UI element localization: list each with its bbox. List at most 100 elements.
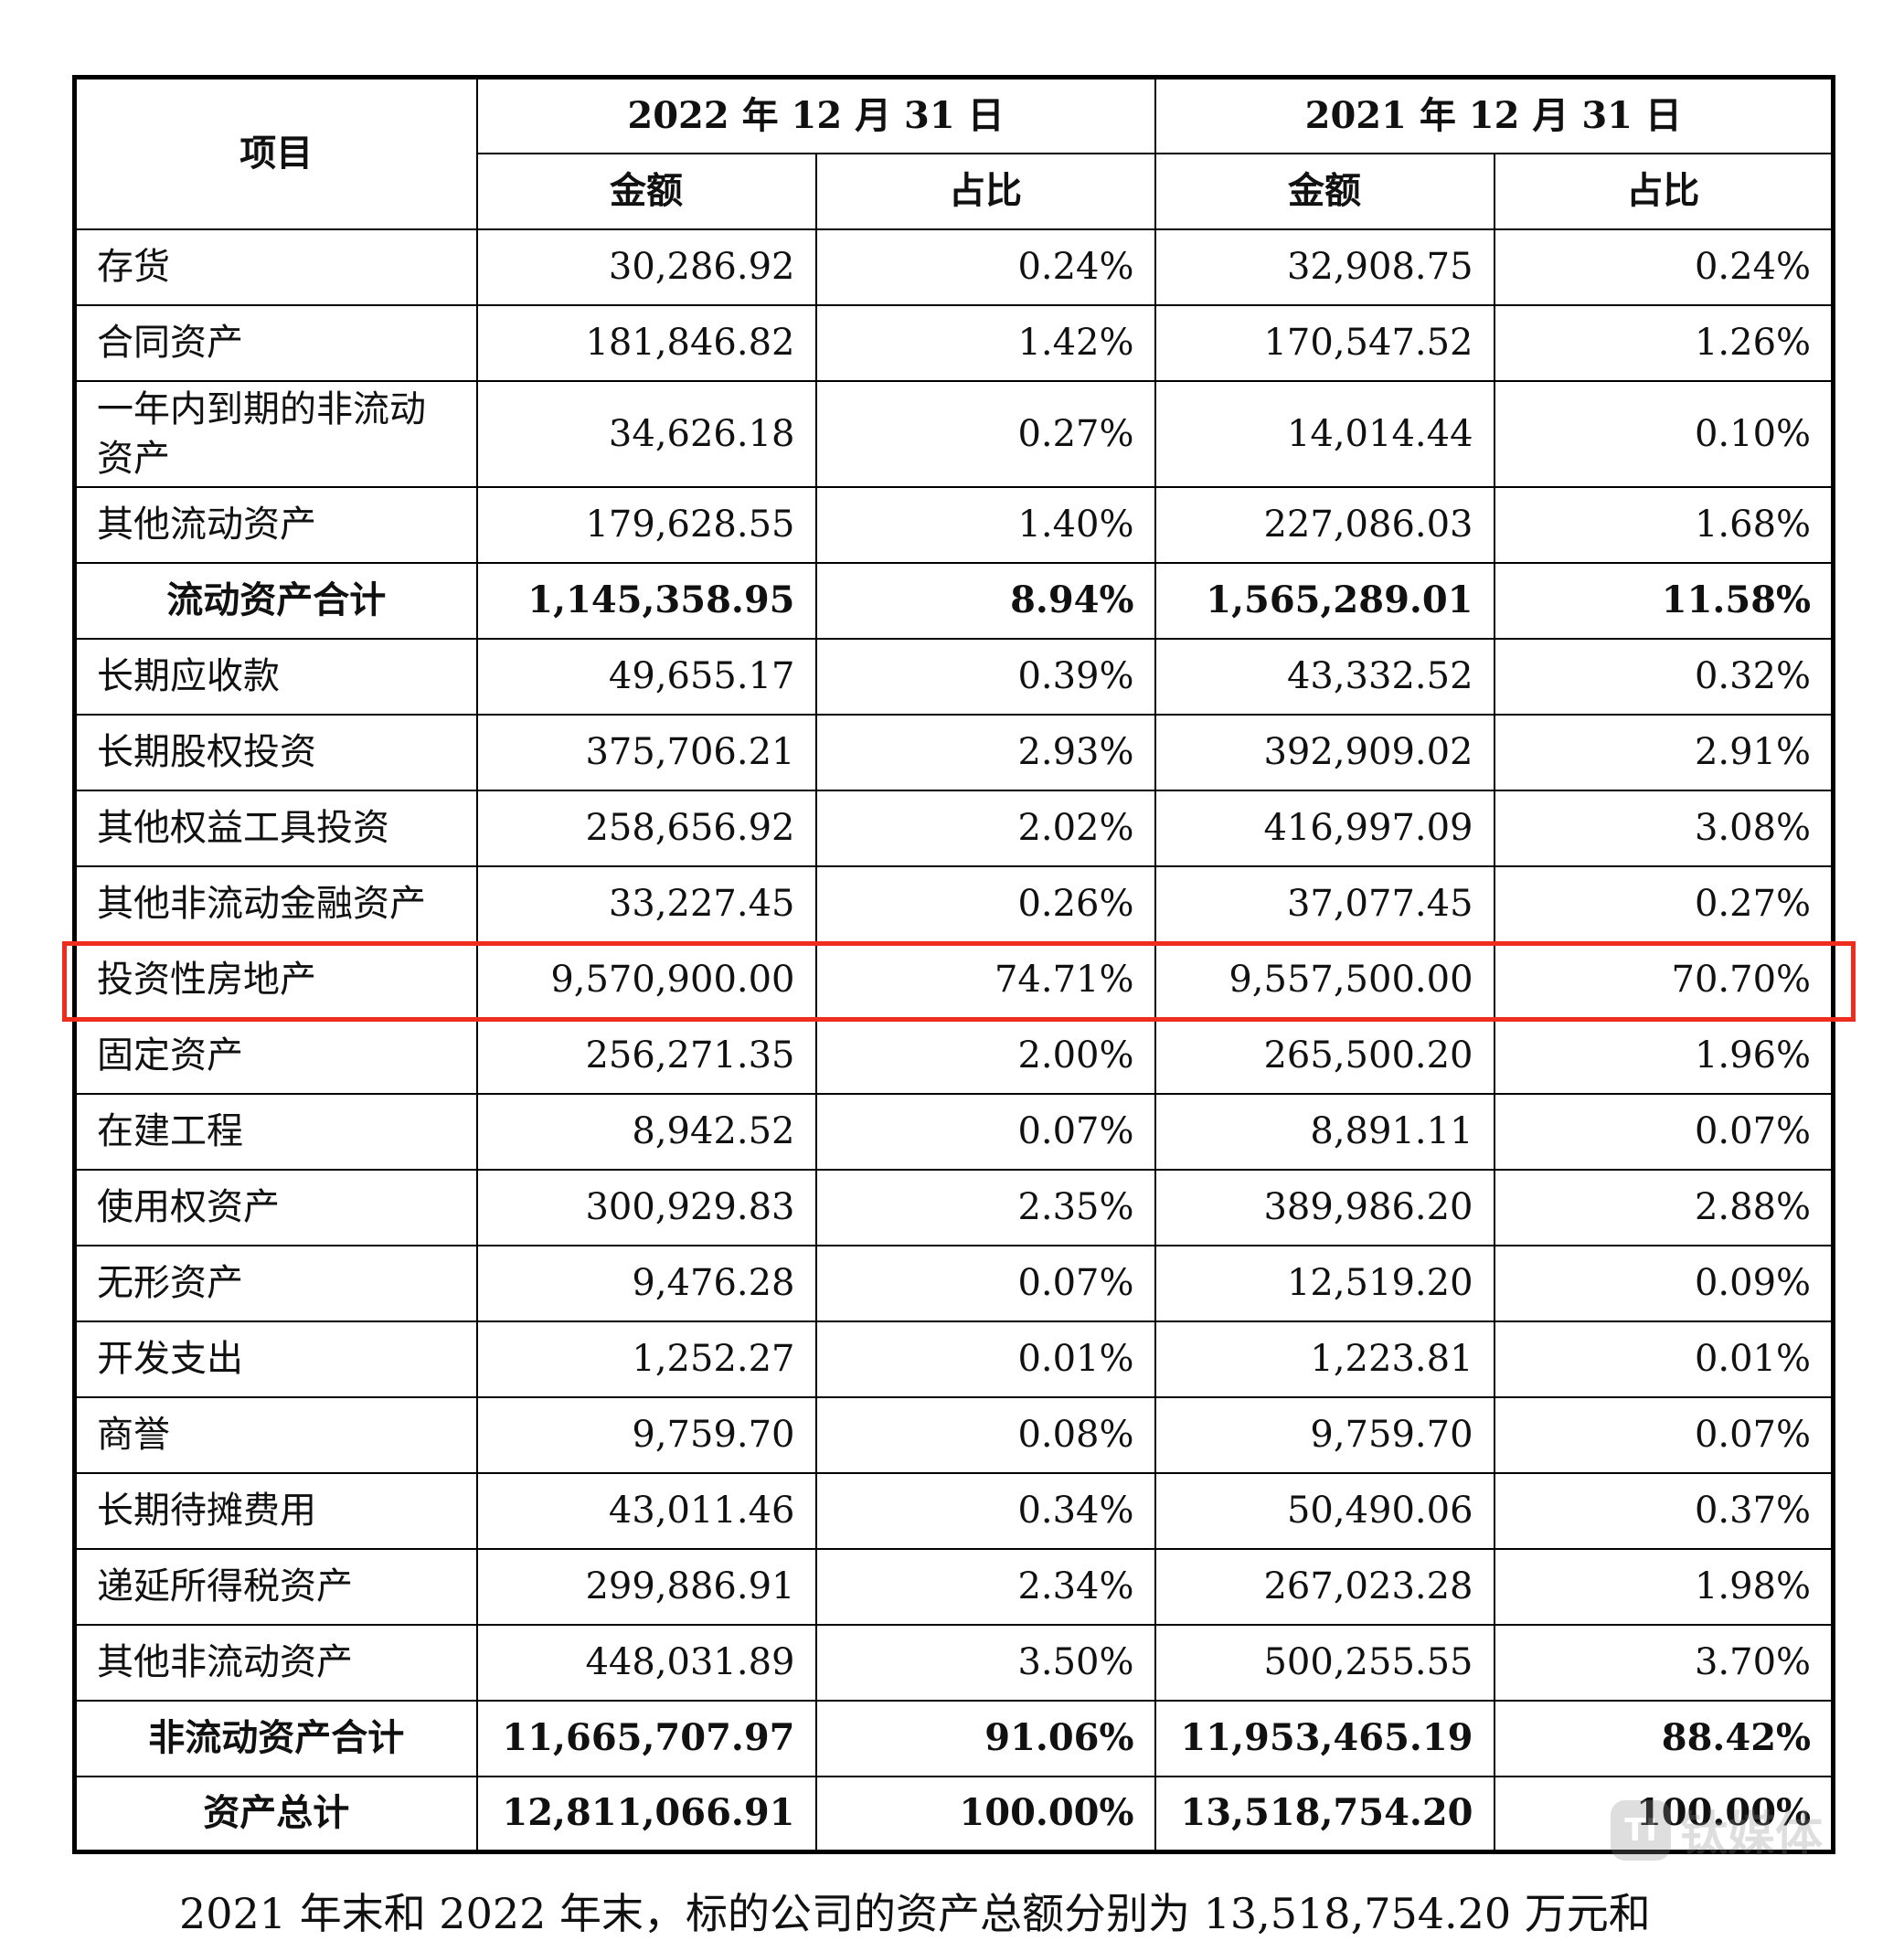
table-row: 使用权资产 300,929.83 2.35% 389,986.20 2.88% (73, 1168, 1835, 1246)
amount-2021: 9,557,500.00 (1154, 940, 1495, 1019)
table-row: 固定资产 256,271.35 2.00% 265,500.20 1.96% (73, 1016, 1835, 1095)
ratio-2021: 100.00% (1493, 1775, 1835, 1853)
ratio-2021: 88.42% (1493, 1699, 1835, 1777)
header-item: 项目 (73, 76, 478, 230)
amount-2021: 13,518,754.20 (1154, 1775, 1495, 1853)
amount-2021: 267,023.28 (1154, 1547, 1495, 1626)
ratio-2022: 0.07% (814, 1244, 1156, 1322)
table-row: 其他非流动金融资产 33,227.45 0.26% 37,077.45 0.27… (73, 864, 1835, 943)
table-row: 长期待摊费用 43,011.46 0.34% 50,490.06 0.37% (73, 1471, 1835, 1550)
amount-2022: 11,665,707.97 (475, 1699, 817, 1777)
table-row: 递延所得税资产 299,886.91 2.34% 267,023.28 1.98… (73, 1547, 1835, 1626)
amount-2022: 43,011.46 (475, 1471, 817, 1550)
amount-2021: 8,891.11 (1154, 1092, 1495, 1171)
ratio-2022: 0.08% (814, 1395, 1156, 1474)
watermark-mark: TI (1611, 1799, 1671, 1861)
amount-2022: 33,227.45 (475, 864, 817, 943)
table-row: 一年内到期的非流动资产 34,626.18 0.27% 14,014.44 0.… (73, 379, 1835, 488)
ratio-2021: 0.01% (1493, 1320, 1835, 1398)
ratio-2021: 0.10% (1493, 379, 1835, 488)
amount-2021: 392,909.02 (1154, 713, 1495, 791)
amount-2021: 9,759.70 (1154, 1395, 1495, 1474)
amount-2021: 50,490.06 (1154, 1471, 1495, 1550)
row-label: 长期股权投资 (73, 713, 478, 791)
row-label: 投资性房地产 (73, 940, 478, 1019)
ratio-2022: 0.39% (814, 637, 1156, 716)
amount-2022: 299,886.91 (475, 1547, 817, 1626)
amount-2022: 1,145,358.95 (475, 561, 817, 640)
header-amount-2021: 金额 (1154, 152, 1495, 230)
amount-2021: 1,565,289.01 (1154, 561, 1495, 640)
table-row: 商誉 9,759.70 0.08% 9,759.70 0.07% (73, 1395, 1835, 1474)
ratio-2021: 0.32% (1493, 637, 1835, 716)
header-period-2021: 2021 年 12 月 31 日 (1154, 76, 1835, 154)
row-label: 其他非流动资产 (73, 1623, 478, 1702)
amount-2022: 1,252.27 (475, 1320, 817, 1398)
table-row: 长期应收款 49,655.17 0.39% 43,332.52 0.32% (73, 637, 1835, 716)
ratio-2021: 1.26% (1493, 303, 1835, 382)
ratio-2021: 70.70% (1493, 940, 1835, 1019)
amount-2021: 500,255.55 (1154, 1623, 1495, 1702)
ratio-2022: 2.02% (814, 789, 1156, 867)
table-row-highlighted: 投资性房地产 9,570,900.00 74.71% 9,557,500.00 … (73, 940, 1835, 1019)
ratio-2022: 91.06% (814, 1699, 1156, 1777)
ratio-2021: 11.58% (1493, 561, 1835, 640)
amount-2022: 34,626.18 (475, 379, 817, 488)
ratio-2022: 1.42% (814, 303, 1156, 382)
row-label: 在建工程 (73, 1092, 478, 1171)
watermark-logo: TI 钛媒体 (1611, 1796, 1823, 1864)
row-label: 资产总计 (73, 1775, 478, 1853)
row-label: 其他非流动金融资产 (73, 864, 478, 943)
row-label: 商誉 (73, 1395, 478, 1474)
ratio-2021: 3.08% (1493, 789, 1835, 867)
row-label: 开发支出 (73, 1320, 478, 1398)
row-label: 使用权资产 (73, 1168, 478, 1246)
amount-2021: 43,332.52 (1154, 637, 1495, 716)
row-label: 一年内到期的非流动资产 (73, 379, 478, 488)
amount-2022: 8,942.52 (475, 1092, 817, 1171)
subtotal-row-current-assets: 流动资产合计 1,145,358.95 8.94% 1,565,289.01 1… (73, 561, 1835, 640)
table-body: 存货 30,286.92 0.24% 32,908.75 0.24% 合同资产 … (73, 228, 1835, 1853)
table-row: 无形资产 9,476.28 0.07% 12,519.20 0.09% (73, 1244, 1835, 1322)
ratio-2021: 0.24% (1493, 228, 1835, 306)
amount-2022: 179,628.55 (475, 485, 817, 564)
amount-2022: 258,656.92 (475, 789, 817, 867)
ratio-2021: 2.88% (1493, 1168, 1835, 1246)
amount-2022: 12,811,066.91 (475, 1775, 817, 1853)
row-label: 长期应收款 (73, 637, 478, 716)
ratio-2021: 0.07% (1493, 1395, 1835, 1474)
amount-2022: 448,031.89 (475, 1623, 817, 1702)
row-label: 其他流动资产 (73, 485, 478, 564)
row-label: 存货 (73, 228, 478, 306)
amount-2022: 30,286.92 (475, 228, 817, 306)
row-label: 流动资产合计 (73, 561, 478, 640)
table-row: 其他流动资产 179,628.55 1.40% 227,086.03 1.68% (73, 485, 1835, 564)
ratio-2022: 0.34% (814, 1471, 1156, 1550)
subtotal-row-noncurrent-assets: 非流动资产合计 11,665,707.97 91.06% 11,953,465.… (73, 1699, 1835, 1777)
amount-2022: 181,846.82 (475, 303, 817, 382)
ratio-2022: 0.27% (814, 379, 1156, 488)
table-row: 合同资产 181,846.82 1.42% 170,547.52 1.26% (73, 303, 1835, 382)
ratio-2022: 2.34% (814, 1547, 1156, 1626)
ratio-2022: 0.07% (814, 1092, 1156, 1171)
amount-2021: 14,014.44 (1154, 379, 1495, 488)
ratio-2021: 3.70% (1493, 1623, 1835, 1702)
amount-2022: 375,706.21 (475, 713, 817, 791)
amount-2022: 9,570,900.00 (475, 940, 817, 1019)
amount-2021: 265,500.20 (1154, 1016, 1495, 1095)
ratio-2022: 2.00% (814, 1016, 1156, 1095)
ratio-2022: 1.40% (814, 485, 1156, 564)
row-label: 无形资产 (73, 1244, 478, 1322)
ratio-2022: 3.50% (814, 1623, 1156, 1702)
amount-2021: 32,908.75 (1154, 228, 1495, 306)
amount-2022: 300,929.83 (475, 1168, 817, 1246)
header-period-2022: 2022 年 12 月 31 日 (475, 76, 1156, 154)
amount-2022: 9,476.28 (475, 1244, 817, 1322)
amount-2022: 49,655.17 (475, 637, 817, 716)
amount-2021: 12,519.20 (1154, 1244, 1495, 1322)
total-row-assets: 资产总计 12,811,066.91 100.00% 13,518,754.20… (73, 1775, 1835, 1853)
table-row: 存货 30,286.92 0.24% 32,908.75 0.24% (73, 228, 1835, 306)
amount-2021: 37,077.45 (1154, 864, 1495, 943)
ratio-2021: 2.91% (1493, 713, 1835, 791)
header-row-periods: 项目 2022 年 12 月 31 日 2021 年 12 月 31 日 (73, 76, 1835, 230)
